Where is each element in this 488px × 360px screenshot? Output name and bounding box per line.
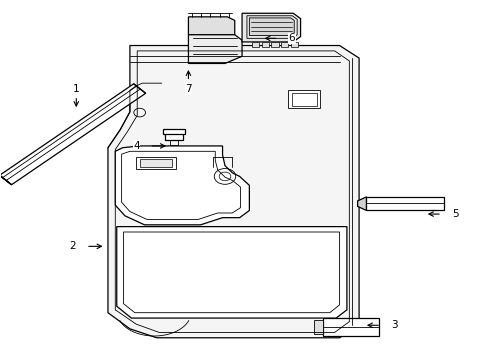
Polygon shape (115, 146, 249, 225)
Polygon shape (271, 42, 278, 47)
Polygon shape (162, 130, 184, 134)
Polygon shape (136, 157, 176, 169)
Text: 5: 5 (451, 209, 457, 219)
Polygon shape (0, 84, 145, 185)
Polygon shape (108, 45, 358, 338)
Polygon shape (0, 166, 12, 185)
Polygon shape (164, 133, 182, 140)
Polygon shape (357, 197, 366, 211)
Text: 7: 7 (185, 84, 191, 94)
Text: 3: 3 (390, 320, 397, 330)
Polygon shape (242, 13, 300, 42)
Polygon shape (288, 90, 320, 108)
Polygon shape (313, 320, 322, 334)
Text: 2: 2 (69, 241, 76, 251)
Text: 6: 6 (288, 33, 294, 43)
Polygon shape (290, 42, 298, 47)
Polygon shape (140, 159, 172, 167)
Text: 4: 4 (133, 141, 140, 151)
Polygon shape (366, 197, 444, 211)
Text: 1: 1 (73, 84, 80, 94)
Polygon shape (249, 18, 294, 36)
Polygon shape (117, 226, 346, 318)
Polygon shape (322, 318, 378, 336)
Polygon shape (261, 42, 268, 47)
Polygon shape (281, 42, 288, 47)
Polygon shape (188, 17, 234, 35)
Polygon shape (251, 42, 259, 47)
Polygon shape (188, 35, 242, 63)
